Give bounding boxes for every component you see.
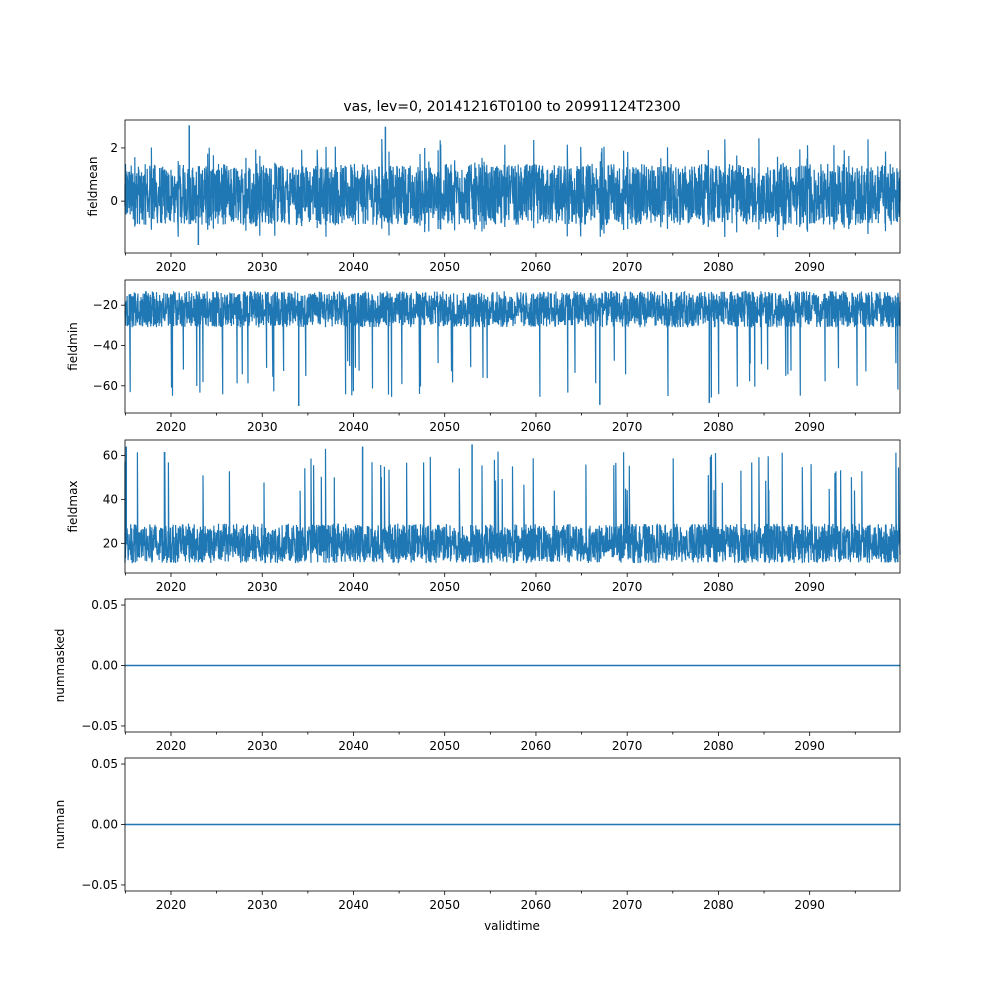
x-tick-label: 2080 [703,420,734,434]
y-tick-label: 2 [110,141,118,155]
y-tick-label: 60 [103,448,118,462]
panel-nummasked: −0.05 0.00 0.05 2020 2030 2040 2050 2060 2070 208… [53,598,901,753]
x-tick-label: 2090 [794,898,825,912]
x-tick-label: 2020 [156,420,187,434]
y-axis-label: fieldmin [66,322,80,371]
x-tick-label: 2070 [612,739,643,753]
axes-frame [124,757,901,892]
y-axis-label: numnan [53,800,67,849]
series-line [124,138,901,238]
x-tick-label: 2060 [521,420,552,434]
x-tick-label: 2050 [429,260,460,274]
axes-frame [124,279,901,414]
x-tick-label: 2070 [612,260,643,274]
y-tick-label: −0.05 [81,719,118,733]
x-tick-label: 2030 [247,580,278,594]
x-tick-label: 2020 [156,580,187,594]
x-tick-label: 2060 [521,260,552,274]
x-tick-label: 2080 [703,260,734,274]
x-tick-label: 2050 [429,420,460,434]
x-axis-label: validtime [484,919,540,933]
x-tick-label: 2020 [156,898,187,912]
y-tick-label: 40 [103,492,118,506]
x-tick-label: 2070 [612,580,643,594]
x-tick-label: 2090 [794,739,825,753]
series-line [124,448,901,564]
y-axis-label: fieldmax [66,480,80,532]
x-tick-label: 2030 [247,898,278,912]
x-tick-label: 2060 [521,739,552,753]
y-tick-label: 0.05 [91,598,118,612]
x-tick-label: 2020 [156,260,187,274]
y-tick-label: 0.05 [91,757,118,771]
x-tick-label: 2030 [247,739,278,753]
y-tick-label: −40 [93,338,118,352]
x-tick-label: 2090 [794,420,825,434]
x-tick-label: 2040 [338,420,369,434]
axes-frame [124,119,901,254]
x-tick-label: 2080 [703,739,734,753]
x-tick-label: 2070 [612,420,643,434]
x-tick-label: 2090 [794,580,825,594]
x-tick-label: 2080 [703,898,734,912]
y-tick-label: 20 [103,536,118,550]
y-axis-label: fieldmean [86,157,100,217]
x-tick-label: 2020 [156,739,187,753]
x-tick-label: 2060 [521,898,552,912]
x-tick-label: 2040 [338,260,369,274]
y-tick-label: 0 [110,194,118,208]
y-tick-label: 0.00 [91,818,118,832]
panel-fieldmean: 0 2 2020 2030 2040 2050 2060 2070 2080 2090 fieldm… [86,119,901,274]
y-tick-label: −60 [93,379,118,393]
y-tick-label: −20 [93,298,118,312]
y-tick-label: 0.00 [91,659,118,673]
panel-numnan: −0.05 0.00 0.05 2020 2030 2040 2050 2060 2070 208… [53,757,901,912]
x-tick-label: 2030 [247,420,278,434]
figure-title: vas, lev=0, 20141216T0100 to 20991124T23… [343,99,680,115]
x-tick-label: 2040 [338,580,369,594]
x-tick-label: 2040 [338,898,369,912]
x-tick-label: 2090 [794,260,825,274]
x-tick-label: 2060 [521,580,552,594]
x-tick-label: 2050 [429,739,460,753]
x-tick-label: 2030 [247,260,278,274]
y-tick-label: −0.05 [81,878,118,892]
panel-fieldmin: −60 −40 −20 2020 2030 2040 2050 2060 2070 2080 209… [66,279,901,434]
x-tick-label: 2050 [429,898,460,912]
x-tick-label: 2070 [612,898,643,912]
x-tick-label: 2080 [703,580,734,594]
x-tick-label: 2040 [338,739,369,753]
series-line [124,290,901,398]
y-axis-label: nummasked [53,629,67,703]
axes-frame [124,598,901,733]
axes-frame [124,439,901,574]
x-tick-label: 2050 [429,580,460,594]
